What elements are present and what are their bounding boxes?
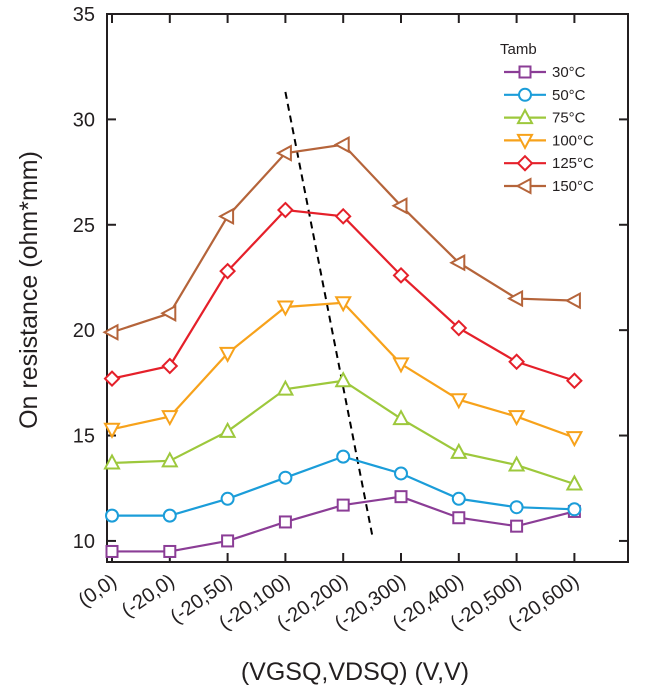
legend-item: 150°C <box>504 177 594 195</box>
series-150c <box>102 136 581 341</box>
data-point <box>449 254 466 272</box>
series-75c <box>103 371 584 491</box>
legend-label: 100°C <box>552 132 594 149</box>
data-point <box>221 534 235 548</box>
data-point <box>336 449 351 464</box>
x-axis-title: (VGSQ,VDSQ) (V,V) <box>241 658 469 686</box>
series-30c <box>105 490 581 558</box>
data-point <box>334 371 352 388</box>
legend-label: 75°C <box>552 110 586 127</box>
x-axis: (0,0)(-20,0)(-20,50)(-20,100)(-20,200)(-… <box>75 14 583 635</box>
data-point <box>565 372 583 390</box>
legend-item: 75°C <box>504 107 586 127</box>
legend-marker <box>518 87 532 102</box>
data-point <box>565 474 584 491</box>
data-point <box>451 491 466 506</box>
data-point <box>161 357 179 375</box>
series-125c <box>103 201 583 390</box>
plot-border <box>106 13 629 563</box>
data-point <box>275 144 292 162</box>
legend-item: 100°C <box>504 132 594 151</box>
legend-label: 30°C <box>552 64 586 81</box>
data-point <box>450 319 468 337</box>
legend-label: 50°C <box>552 87 586 104</box>
y-tick-label: 20 <box>73 320 95 342</box>
data-point <box>103 422 121 439</box>
data-point <box>507 455 526 472</box>
y-tick-label: 30 <box>73 109 95 131</box>
data-point <box>105 508 119 523</box>
series-100c <box>103 296 584 448</box>
legend-item: 125°C <box>504 154 594 172</box>
data-point <box>160 304 177 322</box>
series-line <box>111 301 575 439</box>
legend-title: Tamb <box>500 41 537 58</box>
data-point <box>507 410 526 427</box>
data-point <box>508 353 526 371</box>
plot-frame <box>106 13 629 563</box>
data-point <box>217 207 235 226</box>
data-point <box>161 451 179 468</box>
data-point <box>333 136 350 154</box>
y-tick-label: 15 <box>73 426 95 448</box>
legend: Tamb 30°C 50°C 75°C 100°C 125°C 150°C <box>500 41 594 195</box>
data-point <box>102 323 119 341</box>
y-tick-label: 10 <box>73 531 95 553</box>
data-point <box>276 300 295 317</box>
legend-item: 50°C <box>504 87 586 104</box>
y-axis: 10 15 20 25 30 35 <box>73 4 628 553</box>
data-point <box>509 500 524 515</box>
legend-label: 125°C <box>552 155 594 172</box>
data-point <box>103 370 121 388</box>
data-point <box>218 346 237 363</box>
data-point <box>218 421 237 438</box>
legend-marker <box>516 133 534 151</box>
data-point <box>163 544 177 558</box>
data-point <box>219 262 237 280</box>
legend-marker <box>516 107 534 125</box>
y-tick-label: 35 <box>73 4 95 26</box>
legend-marker <box>515 177 532 195</box>
legend-marker <box>516 154 534 172</box>
data-point <box>506 289 524 308</box>
legend-label: 150°C <box>552 178 594 195</box>
data-point <box>392 266 410 284</box>
series-layer <box>102 136 584 558</box>
x-tick-label: (0,0) <box>75 570 121 612</box>
data-point <box>334 296 352 313</box>
data-point <box>278 515 292 529</box>
data-point <box>450 393 468 410</box>
data-point <box>220 491 235 506</box>
series-50c <box>105 449 582 523</box>
data-point <box>510 519 524 533</box>
dashed-trend-line <box>284 91 374 535</box>
data-point <box>334 207 352 225</box>
data-point <box>336 498 350 512</box>
data-point <box>161 410 179 427</box>
data-point <box>391 197 408 215</box>
data-point <box>565 431 584 448</box>
data-point <box>278 470 293 485</box>
series-line <box>111 379 575 486</box>
data-point <box>452 511 466 525</box>
y-axis-title: On resistance (ohm*mm) <box>15 151 43 429</box>
legend-item: 30°C <box>504 64 586 81</box>
data-point <box>394 466 408 481</box>
data-point <box>392 357 410 374</box>
legend-marker <box>518 65 532 79</box>
y-tick-label: 25 <box>73 215 95 237</box>
data-point <box>392 409 410 426</box>
data-point <box>394 490 408 504</box>
data-point <box>567 502 582 517</box>
data-point <box>105 544 119 558</box>
data-point <box>276 201 294 219</box>
data-point <box>564 291 581 310</box>
data-point <box>103 453 121 470</box>
trend-annotation <box>284 91 374 535</box>
data-point <box>450 442 468 459</box>
data-point <box>162 508 177 523</box>
data-point <box>276 379 295 396</box>
